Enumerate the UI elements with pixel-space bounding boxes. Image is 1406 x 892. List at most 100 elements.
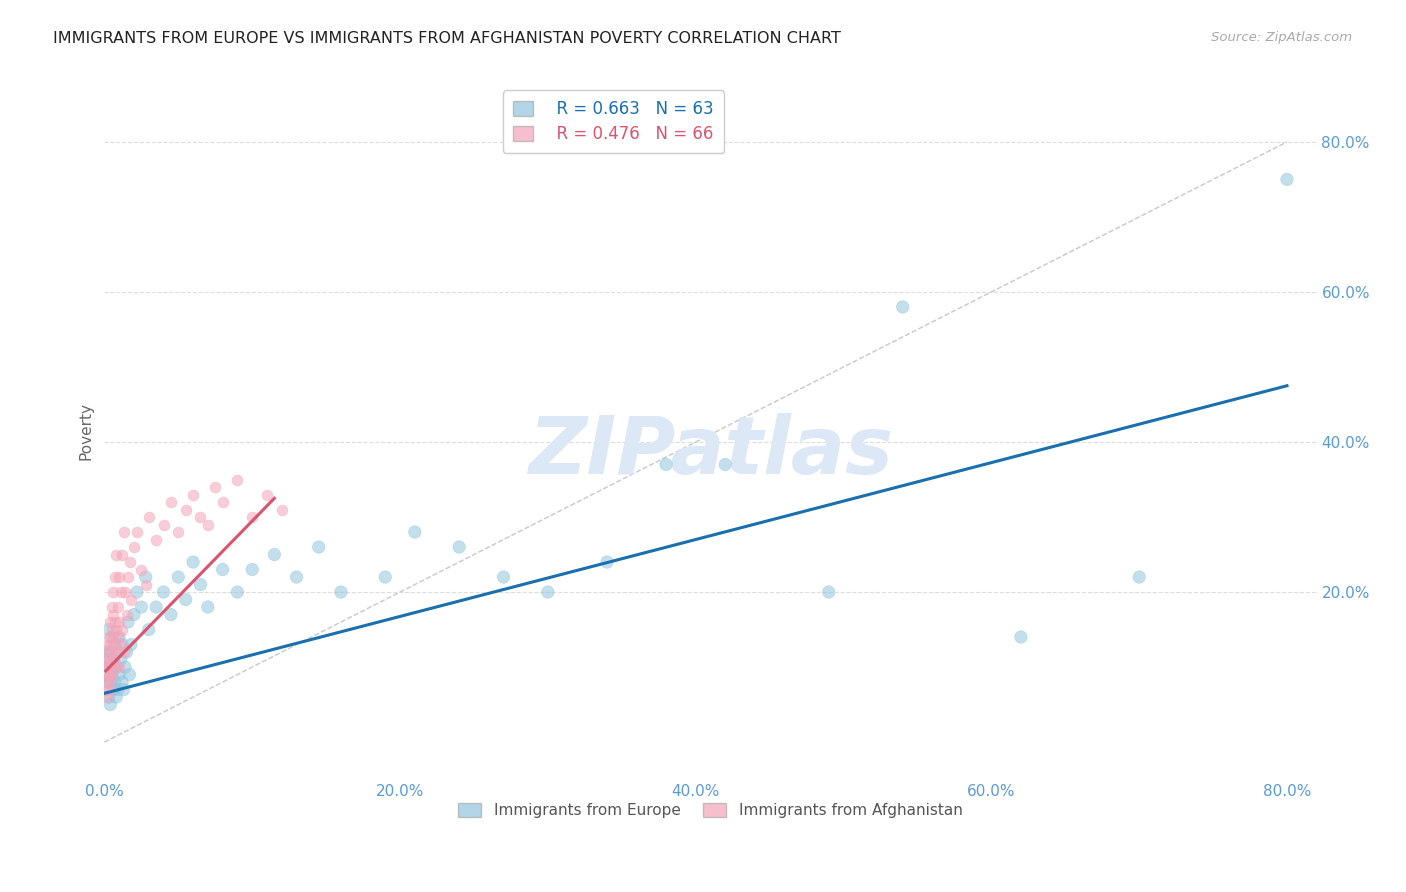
Point [100, 645, 122, 659]
Point [100, 667, 122, 681]
Point [96, 690, 118, 704]
Point [190, 577, 212, 591]
Point [100, 623, 122, 637]
Point [103, 585, 125, 599]
Y-axis label: Poverty: Poverty [79, 401, 93, 459]
Point [135, 570, 157, 584]
Point [97, 623, 120, 637]
Point [105, 645, 128, 659]
Point [98, 675, 121, 690]
Point [96, 675, 118, 690]
Point [270, 502, 292, 516]
Point [190, 510, 212, 524]
Point [181, 555, 204, 569]
Point [105, 548, 128, 562]
Point [103, 630, 125, 644]
Point [103, 607, 125, 622]
Point [152, 585, 174, 599]
Point [104, 675, 127, 690]
Point [98, 638, 121, 652]
Point [110, 638, 132, 652]
Point [97, 660, 120, 674]
Point [108, 570, 131, 584]
Point [112, 524, 135, 539]
Point [104, 638, 127, 652]
Point [122, 607, 145, 622]
Point [108, 615, 131, 629]
Point [492, 570, 515, 584]
Point [112, 682, 135, 697]
Point [145, 600, 167, 615]
Point [329, 585, 352, 599]
Point [240, 510, 263, 524]
Point [96, 660, 118, 674]
Point [103, 682, 125, 697]
Point [240, 563, 263, 577]
Point [108, 660, 131, 674]
Point [100, 667, 122, 681]
Text: Source: ZipAtlas.com: Source: ZipAtlas.com [1212, 31, 1353, 45]
Point [197, 600, 219, 615]
Point [97, 667, 120, 681]
Point [108, 667, 131, 681]
Point [97, 652, 120, 666]
Point [97, 645, 120, 659]
Point [97, 630, 120, 644]
Point [138, 623, 160, 637]
Point [167, 570, 190, 584]
Point [103, 652, 125, 666]
Point [714, 458, 737, 472]
Point [100, 600, 122, 615]
Point [125, 585, 148, 599]
Point [131, 600, 153, 615]
Point [104, 570, 127, 584]
Point [891, 300, 914, 314]
Point [120, 638, 142, 652]
Point [104, 615, 127, 629]
Point [256, 487, 278, 501]
Legend: Immigrants from Europe, Immigrants from Afghanistan: Immigrants from Europe, Immigrants from … [453, 797, 969, 824]
Point [107, 645, 129, 659]
Point [94, 682, 117, 697]
Point [107, 682, 129, 697]
Point [110, 585, 132, 599]
Point [204, 480, 226, 494]
Point [98, 615, 121, 629]
Point [374, 570, 396, 584]
Point [117, 570, 139, 584]
Point [122, 540, 145, 554]
Point [107, 600, 129, 615]
Point [131, 563, 153, 577]
Point [120, 592, 142, 607]
Point [98, 660, 121, 674]
Text: ZIPatlas: ZIPatlas [529, 413, 893, 491]
Point [100, 630, 122, 644]
Point [105, 690, 128, 704]
Text: IMMIGRANTS FROM EUROPE VS IMMIGRANTS FROM AFGHANISTAN POVERTY CORRELATION CHART: IMMIGRANTS FROM EUROPE VS IMMIGRANTS FRO… [53, 31, 841, 46]
Point [152, 517, 174, 532]
Point [145, 533, 167, 547]
Point [115, 607, 138, 622]
Point [1275, 172, 1298, 186]
Point [103, 652, 125, 666]
Point [197, 517, 219, 532]
Point [817, 585, 839, 599]
Point [449, 540, 471, 554]
Point [160, 607, 183, 622]
Point [97, 690, 120, 704]
Point [117, 615, 139, 629]
Point [1128, 570, 1150, 584]
Point [226, 473, 249, 487]
Point [96, 667, 118, 681]
Point [118, 667, 141, 681]
Point [181, 487, 204, 501]
Point [97, 682, 120, 697]
Point [105, 623, 128, 637]
Point [1010, 630, 1032, 644]
Point [211, 563, 233, 577]
Point [94, 675, 117, 690]
Point [110, 652, 132, 666]
Point [105, 660, 128, 674]
Point [98, 698, 121, 712]
Point [104, 638, 127, 652]
